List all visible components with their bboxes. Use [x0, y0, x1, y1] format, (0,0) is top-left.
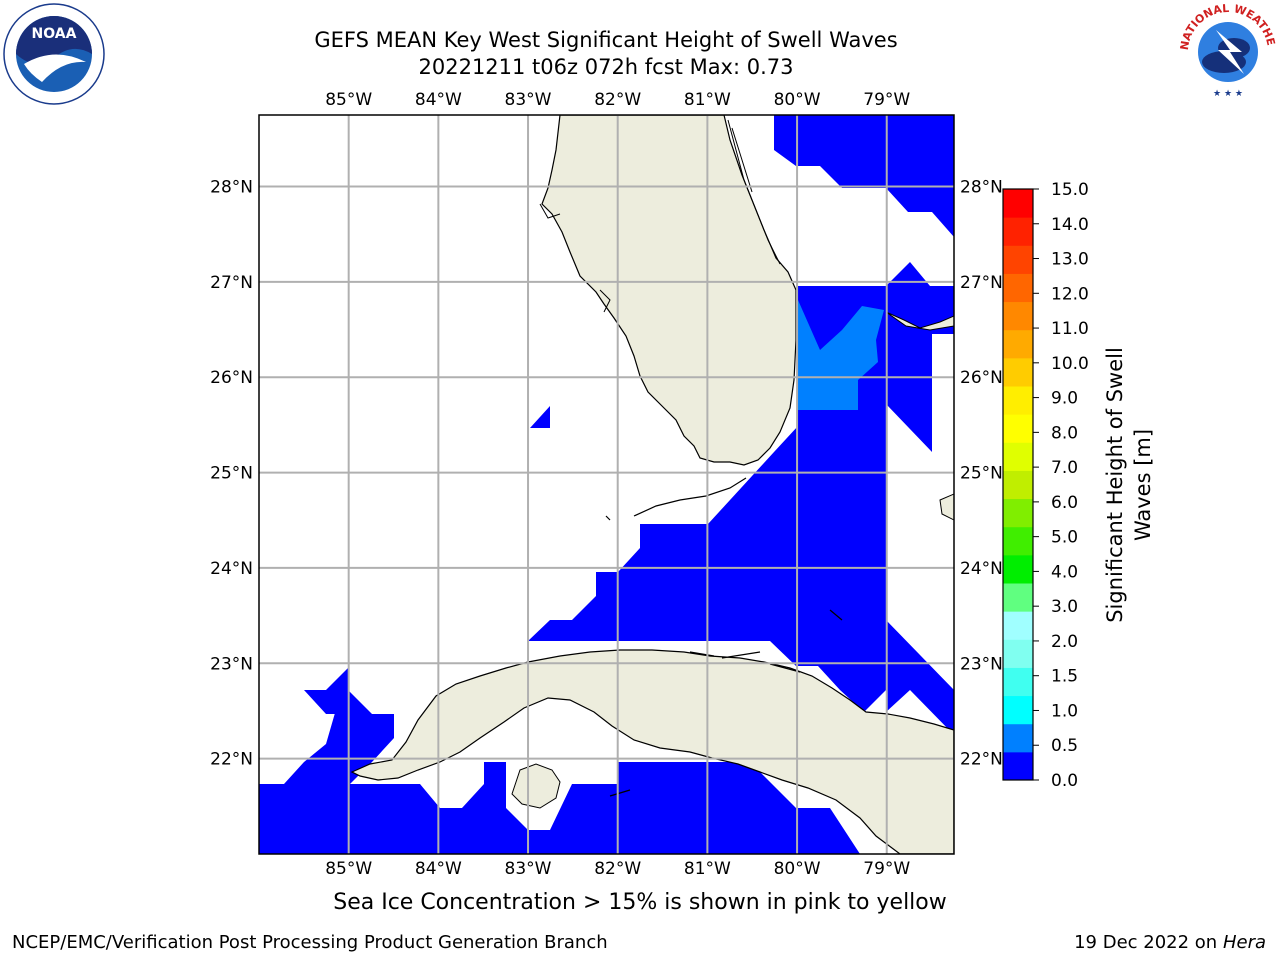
land-isla-juventud — [511, 763, 561, 809]
lon-label-top: 85°W — [325, 90, 372, 110]
lon-label-bottom: 80°W — [774, 859, 821, 879]
colorbar-swatch — [1003, 217, 1033, 246]
lon-labels-top: 85°W 84°W 83°W 82°W 81°W 80°W 79°W — [325, 90, 910, 110]
lat-labels-left: 28°N 27°N 26°N 25°N 24°N 23°N 22°N — [210, 178, 253, 770]
noaa-logo: NOAA — [3, 3, 105, 105]
sea-ice-footnote: Sea Ice Concentration > 15% is shown in … — [333, 890, 947, 915]
colorbar-swatch — [1003, 414, 1033, 443]
lat-label-right: 22°N — [960, 750, 1003, 770]
lon-label-top: 81°W — [684, 90, 731, 110]
colorbar-swatch — [1003, 273, 1033, 303]
nws-logo: NATIONAL WEATHER SERVICE ★ ★ ★ — [1178, 2, 1278, 100]
colorbar-frame — [1002, 188, 1034, 781]
colorbar-swatch — [1003, 695, 1033, 725]
colorbar-tick-label: 4.0 — [1051, 562, 1078, 582]
colorbar-swatch — [1003, 639, 1033, 668]
lon-label-bottom: 81°W — [684, 859, 731, 879]
colorbar-tick-label: 14.0 — [1051, 215, 1089, 235]
colorbar-tick-label: 0.0 — [1051, 771, 1078, 791]
lon-label-top: 82°W — [594, 90, 641, 110]
colorbar-tick-label: 2.0 — [1051, 632, 1078, 652]
colorbar-tick-label: 7.0 — [1051, 458, 1078, 478]
colorbar-swatch — [1003, 611, 1033, 640]
lon-label-top: 79°W — [863, 90, 910, 110]
lon-label-bottom: 83°W — [505, 859, 552, 879]
swell-band-0.5-1.0 — [798, 300, 884, 410]
colorbar-tick-label: 6.0 — [1051, 493, 1078, 513]
lat-label-left: 23°N — [210, 654, 253, 674]
colorbar-swatch — [1003, 751, 1033, 781]
land-andros — [939, 493, 954, 521]
colorbar-title-line1: Significant Height of Swell — [1103, 347, 1127, 623]
colorbar-tick-label: 11.0 — [1051, 319, 1089, 339]
lat-label-right: 28°N — [960, 178, 1003, 198]
lon-label-bottom: 85°W — [325, 859, 372, 879]
land-grand-bahama — [885, 311, 954, 331]
lon-labels-bottom: 85°W 84°W 83°W 82°W 81°W 80°W 79°W — [325, 859, 910, 879]
lon-label-top: 80°W — [774, 90, 821, 110]
lat-label-right: 24°N — [960, 559, 1003, 579]
colorbar-ticks: 15.0 14.0 13.0 12.0 11.0 10.0 9.0 8.0 7.0 6.0 5.0 4… — [1033, 180, 1089, 791]
lat-label-left: 25°N — [210, 464, 253, 484]
colorbar-swatch — [1003, 554, 1033, 584]
colorbar-tick-label: 1.0 — [1051, 701, 1078, 721]
lat-label-right: 23°N — [960, 654, 1003, 674]
nws-stars-icon: ★ ★ ★ — [1213, 89, 1243, 99]
colorbar-swatch — [1003, 329, 1033, 359]
colorbar-tick-label: 10.0 — [1051, 354, 1089, 374]
colorbar-tick-label: 9.0 — [1051, 389, 1078, 409]
footer-host: Hera — [1222, 932, 1266, 953]
colorbar-swatch — [1003, 301, 1033, 331]
chart-subtitle: 20221211 t06z 072h fcst Max: 0.73 — [418, 55, 794, 79]
colorbar-swatch — [1003, 386, 1033, 415]
lat-label-left: 28°N — [210, 178, 253, 198]
lat-labels-right: 28°N 27°N 26°N 25°N 24°N 23°N 22°N — [960, 178, 1003, 770]
colorbar-swatch — [1003, 583, 1033, 612]
colorbar-swatch — [1003, 189, 1033, 218]
colorbar-tick-label: 13.0 — [1051, 250, 1089, 270]
colorbar-swatch — [1003, 357, 1033, 387]
colorbar-swatch — [1003, 526, 1033, 556]
footer-date-text: 19 Dec 2022 on — [1074, 932, 1218, 953]
lat-label-right: 27°N — [960, 273, 1003, 293]
noaa-logo-text: NOAA — [32, 26, 77, 42]
colorbar-tick-label: 0.5 — [1051, 736, 1078, 756]
lon-label-bottom: 84°W — [415, 859, 462, 879]
colorbar-swatch — [1003, 667, 1033, 697]
lon-label-top: 83°W — [505, 90, 552, 110]
lat-label-left: 22°N — [210, 750, 253, 770]
colorbar-title-line2: Waves [m] — [1131, 429, 1155, 541]
chart-title: GEFS MEAN Key West Significant Height of… — [314, 28, 898, 52]
colorbar-swatch — [1003, 245, 1033, 274]
map-frame — [258, 114, 955, 855]
colorbar-tick-label: 12.0 — [1051, 284, 1089, 304]
lat-label-left: 26°N — [210, 368, 253, 388]
coast-cays — [605, 477, 843, 797]
lon-label-bottom: 82°W — [594, 859, 641, 879]
footer-date: 19 Dec 2022 on Hera — [1074, 932, 1266, 953]
lon-label-top: 84°W — [415, 90, 462, 110]
colorbar-swatch — [1003, 470, 1033, 500]
lat-label-left: 24°N — [210, 559, 253, 579]
lat-label-left: 27°N — [210, 273, 253, 293]
colorbar-tick-label: 15.0 — [1051, 180, 1089, 200]
lat-label-right: 26°N — [960, 368, 1003, 388]
colorbar-tick-label: 5.0 — [1051, 528, 1078, 548]
coast-florida-inlets — [539, 119, 781, 313]
gridlines — [259, 115, 954, 854]
colorbar — [1002, 188, 1034, 781]
colorbar-swatch — [1003, 498, 1033, 528]
footer-branch: NCEP/EMC/Verification Post Processing Pr… — [12, 932, 608, 953]
colorbar-tick-label: 8.0 — [1051, 423, 1078, 443]
lon-label-bottom: 79°W — [863, 859, 910, 879]
lat-label-right: 25°N — [960, 464, 1003, 484]
colorbar-swatch — [1003, 442, 1033, 471]
colorbar-tick-label: 3.0 — [1051, 597, 1078, 617]
colorbar-swatch — [1003, 723, 1033, 753]
colorbar-tick-label: 1.5 — [1051, 667, 1078, 687]
